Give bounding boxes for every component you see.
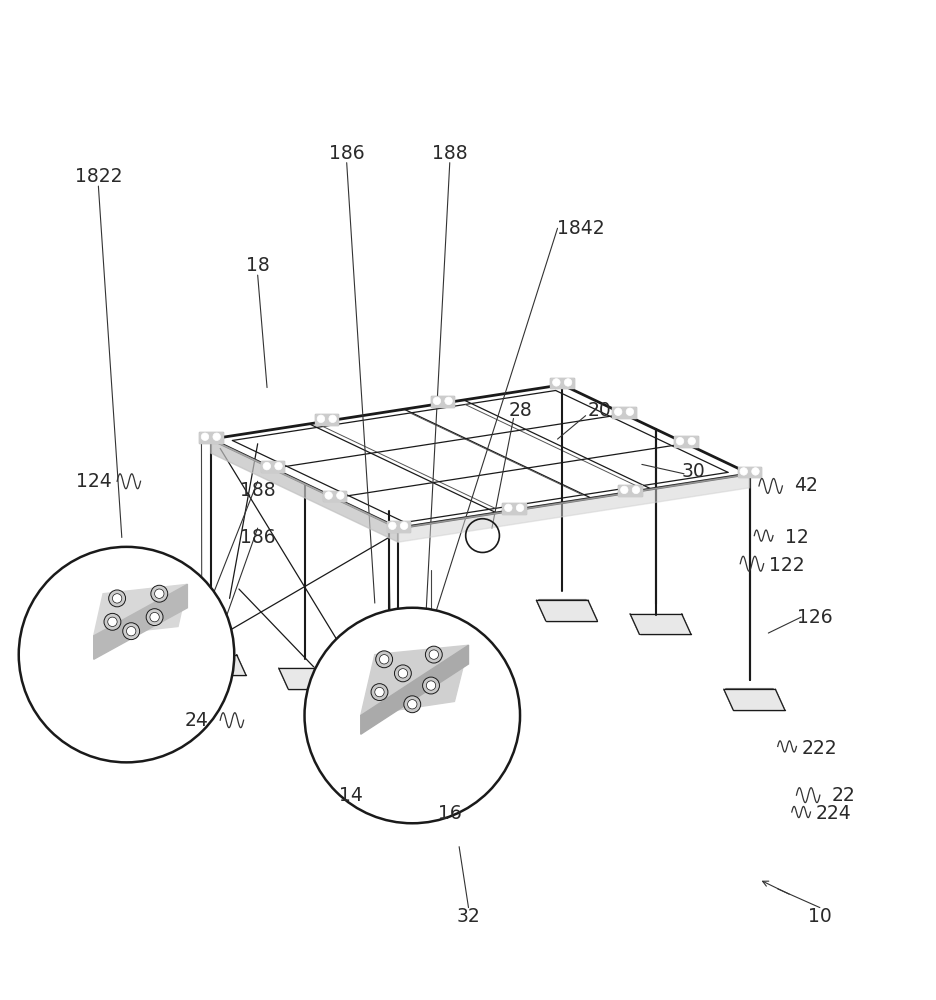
Circle shape xyxy=(371,684,388,701)
Circle shape xyxy=(374,687,384,697)
Circle shape xyxy=(687,437,695,445)
Circle shape xyxy=(407,700,417,709)
Polygon shape xyxy=(360,645,468,716)
Text: 188: 188 xyxy=(240,481,275,500)
Polygon shape xyxy=(738,467,760,477)
Polygon shape xyxy=(618,485,641,496)
Polygon shape xyxy=(629,614,690,634)
Circle shape xyxy=(336,492,344,499)
Circle shape xyxy=(379,655,388,664)
Text: 20: 20 xyxy=(587,401,611,420)
Circle shape xyxy=(403,696,420,713)
Text: 1822: 1822 xyxy=(75,167,122,186)
Circle shape xyxy=(614,408,622,416)
Text: 30: 30 xyxy=(680,462,705,481)
Circle shape xyxy=(429,650,438,659)
Circle shape xyxy=(304,608,519,823)
Text: 12: 12 xyxy=(783,528,808,547)
Circle shape xyxy=(751,468,758,475)
Text: 224: 224 xyxy=(815,804,851,823)
Circle shape xyxy=(388,522,396,530)
Circle shape xyxy=(274,462,282,470)
Text: 124: 124 xyxy=(76,472,111,491)
Circle shape xyxy=(263,462,271,470)
Text: 42: 42 xyxy=(793,476,817,495)
Circle shape xyxy=(516,504,523,512)
Polygon shape xyxy=(673,436,696,447)
Polygon shape xyxy=(260,461,285,472)
Polygon shape xyxy=(398,474,749,542)
Circle shape xyxy=(154,589,164,598)
Polygon shape xyxy=(431,396,454,407)
Text: 14: 14 xyxy=(339,786,363,805)
Circle shape xyxy=(112,594,122,603)
Circle shape xyxy=(739,468,747,475)
Circle shape xyxy=(563,379,571,386)
Polygon shape xyxy=(322,491,345,501)
Circle shape xyxy=(123,623,139,640)
Circle shape xyxy=(375,651,392,668)
Circle shape xyxy=(201,433,209,441)
Text: 18: 18 xyxy=(245,256,270,275)
Circle shape xyxy=(146,609,163,626)
Circle shape xyxy=(394,665,411,682)
Polygon shape xyxy=(211,439,398,542)
Polygon shape xyxy=(360,645,468,734)
Circle shape xyxy=(400,522,407,530)
Text: 186: 186 xyxy=(329,144,364,163)
Circle shape xyxy=(329,415,336,423)
Circle shape xyxy=(19,547,234,762)
Polygon shape xyxy=(94,584,187,636)
Text: 126: 126 xyxy=(797,608,832,627)
Circle shape xyxy=(445,397,452,405)
Circle shape xyxy=(426,681,435,690)
Circle shape xyxy=(325,492,332,499)
Text: 10: 10 xyxy=(807,907,831,926)
Polygon shape xyxy=(184,655,245,675)
Circle shape xyxy=(625,408,633,416)
Circle shape xyxy=(151,585,168,602)
Polygon shape xyxy=(198,432,223,443)
Circle shape xyxy=(126,626,136,636)
Circle shape xyxy=(104,613,121,630)
Text: 122: 122 xyxy=(768,556,804,575)
Circle shape xyxy=(676,437,683,445)
Polygon shape xyxy=(550,378,573,388)
Polygon shape xyxy=(314,414,338,425)
Circle shape xyxy=(212,433,220,441)
Circle shape xyxy=(552,379,560,386)
Polygon shape xyxy=(278,668,340,689)
Circle shape xyxy=(425,646,442,663)
Polygon shape xyxy=(724,689,784,710)
Text: 188: 188 xyxy=(431,144,467,163)
Circle shape xyxy=(422,677,439,694)
Polygon shape xyxy=(612,407,635,418)
Polygon shape xyxy=(362,748,423,768)
Text: 186: 186 xyxy=(240,528,275,547)
Circle shape xyxy=(505,504,512,512)
Circle shape xyxy=(108,617,117,626)
Text: 222: 222 xyxy=(801,739,837,758)
Polygon shape xyxy=(535,600,596,621)
Circle shape xyxy=(109,590,125,607)
Text: 24: 24 xyxy=(184,711,209,730)
Text: 32: 32 xyxy=(456,907,480,926)
Circle shape xyxy=(620,486,627,494)
Circle shape xyxy=(432,397,440,405)
Polygon shape xyxy=(94,584,187,659)
Text: 16: 16 xyxy=(437,804,461,823)
Circle shape xyxy=(150,612,159,622)
Circle shape xyxy=(316,415,325,423)
Text: 28: 28 xyxy=(507,401,532,420)
Circle shape xyxy=(398,669,407,678)
Text: 1842: 1842 xyxy=(557,219,604,238)
Polygon shape xyxy=(502,503,525,514)
Polygon shape xyxy=(372,744,432,764)
Circle shape xyxy=(632,486,639,494)
Text: 22: 22 xyxy=(830,786,855,805)
Polygon shape xyxy=(386,521,409,532)
